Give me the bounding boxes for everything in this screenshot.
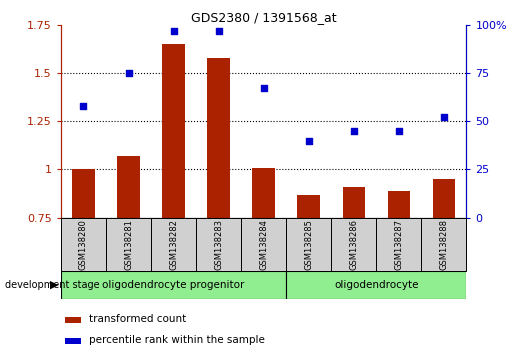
Bar: [61, 218, 106, 271]
Text: GSM138288: GSM138288: [439, 219, 448, 270]
Bar: [72, 170, 95, 218]
Bar: [207, 58, 230, 218]
Text: ▶: ▶: [50, 280, 58, 290]
Point: [394, 128, 403, 134]
Bar: [162, 44, 185, 218]
Bar: [286, 218, 331, 271]
Point: [259, 86, 268, 91]
Bar: [65, 338, 81, 343]
Bar: [151, 218, 196, 271]
Text: transformed count: transformed count: [90, 314, 187, 324]
Bar: [196, 218, 241, 271]
Point: [304, 138, 313, 143]
Text: GSM138287: GSM138287: [394, 219, 403, 270]
Bar: [297, 195, 320, 218]
Bar: [286, 271, 466, 299]
Bar: [387, 191, 410, 218]
Point: [440, 115, 448, 120]
Text: GSM138281: GSM138281: [124, 219, 133, 270]
Bar: [61, 271, 286, 299]
Bar: [106, 218, 151, 271]
Title: GDS2380 / 1391568_at: GDS2380 / 1391568_at: [191, 11, 337, 24]
Bar: [117, 156, 140, 218]
Text: oligodendrocyte progenitor: oligodendrocyte progenitor: [102, 280, 245, 290]
Bar: [65, 317, 81, 323]
Point: [124, 70, 132, 76]
Point: [214, 28, 223, 33]
Bar: [342, 187, 365, 218]
Point: [80, 103, 88, 109]
Text: GSM138283: GSM138283: [214, 219, 223, 270]
Bar: [241, 218, 286, 271]
Text: GSM138286: GSM138286: [349, 219, 358, 270]
Bar: [421, 218, 466, 271]
Text: GSM138280: GSM138280: [79, 219, 88, 270]
Bar: [376, 218, 421, 271]
Point: [169, 28, 178, 33]
Text: GSM138284: GSM138284: [259, 219, 268, 270]
Text: development stage: development stage: [5, 280, 100, 290]
Text: percentile rank within the sample: percentile rank within the sample: [90, 335, 265, 345]
Text: GSM138282: GSM138282: [169, 219, 178, 270]
Bar: [252, 167, 275, 218]
Bar: [331, 218, 376, 271]
Bar: [432, 179, 455, 218]
Text: oligodendrocyte: oligodendrocyte: [334, 280, 419, 290]
Text: GSM138285: GSM138285: [304, 219, 313, 270]
Point: [350, 128, 358, 134]
